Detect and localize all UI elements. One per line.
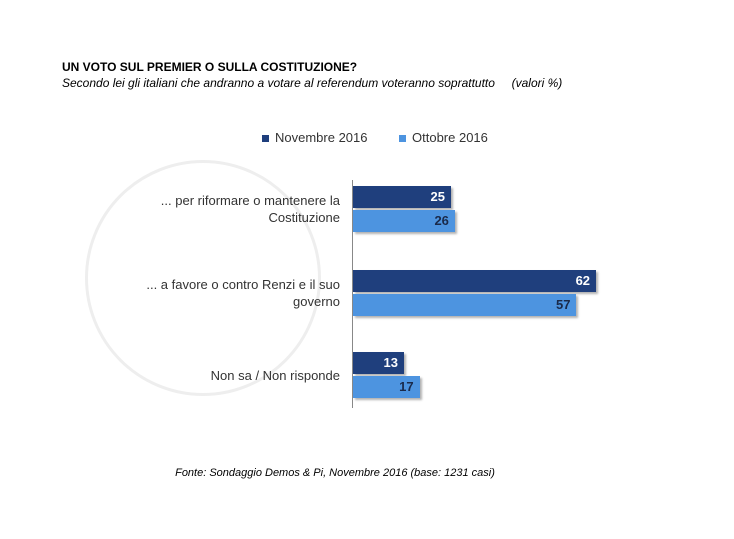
legend-swatch (399, 135, 406, 143)
bar: 26 (353, 210, 455, 232)
value-label: 57 (555, 297, 571, 312)
watermark (85, 160, 321, 396)
legend-swatch (262, 135, 269, 143)
legend-label: Ottobre 2016 (412, 130, 488, 145)
bar: 17 (353, 376, 420, 398)
value-label: 17 (399, 379, 414, 394)
legend-item: Ottobre 2016 (399, 130, 488, 145)
source: Fonte: Sondaggio Demos & Pi, Novembre 20… (175, 467, 495, 479)
bar: 57 (353, 294, 577, 316)
legend-item: Novembre 2016 (262, 130, 368, 145)
value-label: 13 (383, 355, 398, 370)
value-label: 25 (430, 189, 445, 204)
value-label: 62 (575, 273, 591, 288)
bar: 62 (353, 270, 597, 292)
title: UN VOTO SUL PREMIER O SULLA COSTITUZIONE… (62, 60, 358, 74)
legend-label: Novembre 2016 (275, 130, 368, 145)
category-label: Non sa / Non risponde (210, 367, 340, 383)
axis-line (352, 180, 353, 408)
subtitle-text: Secondo lei gli italiani che andranno a … (62, 76, 495, 90)
category-label: ... per riformare o mantenere la Costitu… (160, 193, 340, 225)
category-label: ... a favore o contro Renzi e il suo gov… (146, 277, 340, 309)
subtitle: Secondo lei gli italiani che andranno a … (62, 76, 562, 90)
value-label: 26 (434, 213, 449, 228)
bar: 13 (353, 352, 404, 374)
unit-note: (valori %) (511, 76, 563, 90)
bar: 25 (353, 186, 451, 208)
